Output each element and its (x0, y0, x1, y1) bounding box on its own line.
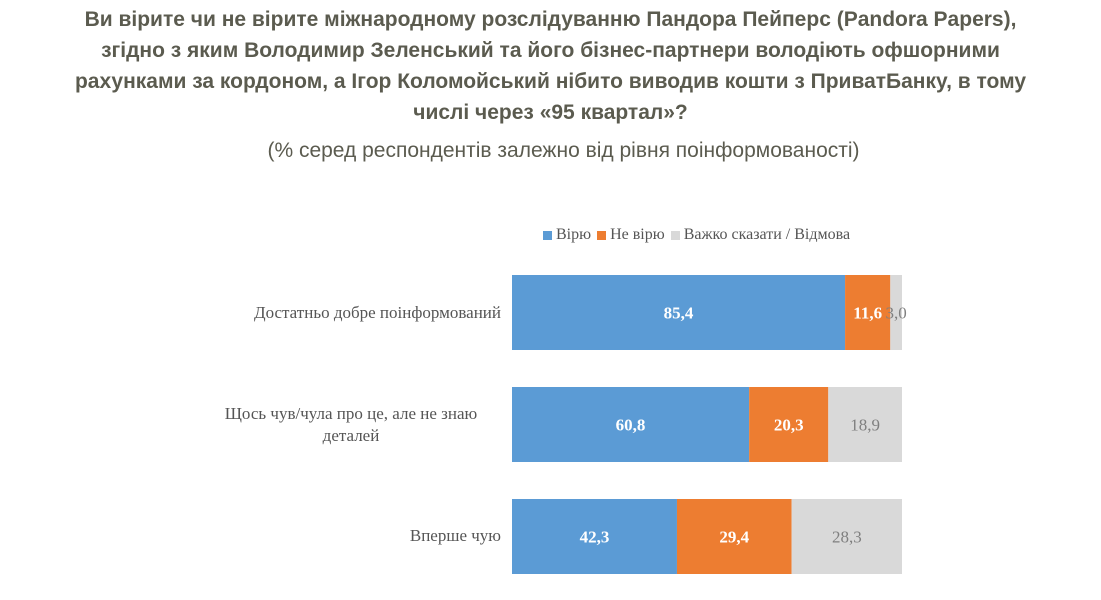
data-label-believe: 85,4 (664, 304, 694, 323)
data-label-not-believe: 20,3 (774, 416, 804, 435)
legend-item-hard-to-say: Важко сказати / Відмова (670, 226, 851, 244)
title-line: числі через «95 квартал»? (413, 101, 688, 124)
legend-label: Важко сказати / Відмова (683, 226, 851, 243)
bar-believe (512, 499, 677, 574)
legend-swatch-not-believe (597, 230, 607, 240)
data-label-hard-to-say: 18,9 (850, 416, 880, 435)
bar-not-believe (845, 275, 891, 350)
category-label: Щось чув/чула про це, але не знаю детале… (224, 404, 478, 445)
title-line: згідно з яким Володимир Зеленський та йо… (101, 39, 1000, 62)
data-label-not-believe: 29,4 (719, 528, 749, 547)
legend-label: Вірю (556, 226, 592, 243)
data-label-not-believe: 11,6 (853, 304, 882, 323)
legend: Вірю Не вірю Важко сказати / Відмова (543, 226, 856, 244)
bar-believe (512, 275, 846, 350)
bar-not-believe (749, 387, 829, 462)
chart-subtitle: (% серед респондентів залежно від рівня … (267, 139, 860, 162)
legend-item-not-believe: Не вірю (597, 226, 665, 244)
legend-swatch-believe (543, 230, 552, 240)
bar-hard-to-say (791, 499, 902, 574)
bar-believe (512, 387, 750, 462)
data-label-believe: 60,8 (616, 416, 646, 435)
data-label-hard-to-say: 3,0 (886, 304, 907, 323)
legend-label: Не вірю (610, 226, 665, 243)
bar-hard-to-say (828, 387, 902, 462)
category-label: Достатньо добре поінформований (253, 303, 501, 322)
title-line: Ви вірите чи не вірите міжнародному розс… (84, 8, 1017, 31)
title-line: рахунками за кордоном, а Ігор Коломойськ… (74, 70, 1027, 93)
bar-not-believe (676, 499, 792, 574)
legend-item-believe: Вірю (543, 226, 591, 244)
data-label-hard-to-say: 28,3 (832, 528, 862, 547)
chart-title: Ви вірите чи не вірите міжнародному розс… (0, 4, 1101, 128)
category-label: Вперше чую (409, 526, 501, 545)
bar-hard-to-say (890, 275, 902, 350)
legend-swatch-hard-to-say (670, 230, 680, 240)
data-label-believe: 42,3 (580, 528, 610, 547)
